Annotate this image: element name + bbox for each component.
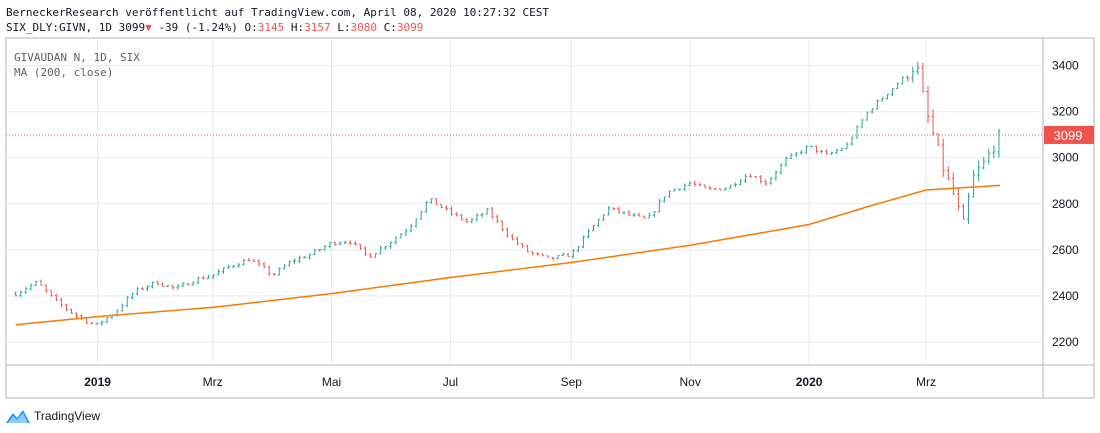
y-tick-label: 2800	[1052, 197, 1079, 211]
symbol-line: SIX_DLY:GIVN, 1D 3099▼ -39 (-1.24%) O:31…	[6, 21, 423, 35]
y-tick-label: 3400	[1052, 59, 1079, 73]
y-tick-label: 2200	[1052, 335, 1079, 349]
high-value: 3157	[304, 21, 331, 34]
high-label: H:	[290, 21, 305, 34]
x-tick-label: Sep	[561, 375, 583, 389]
low-label: L:	[337, 21, 351, 34]
tradingview-logo-icon	[6, 410, 30, 423]
last-price: 3099	[118, 21, 146, 34]
y-tick-label: 3000	[1052, 151, 1079, 165]
x-tick-label: Nov	[680, 375, 701, 389]
tradingview-brand[interactable]: TradingView	[6, 407, 100, 425]
x-tick-label: Mrz	[203, 375, 223, 389]
price-bars	[14, 61, 1001, 326]
down-triangle-icon: ▼	[145, 21, 152, 34]
x-tick-label: 2019	[84, 375, 111, 389]
x-tick-label: Jul	[443, 375, 458, 389]
y-tick-label: 3200	[1052, 105, 1079, 119]
close-label: C:	[383, 21, 397, 34]
plot-frame	[5, 37, 1044, 399]
close-value: 3099	[396, 21, 424, 34]
open-value: 3145	[257, 21, 285, 34]
publisher-line: BerneckerResearch veröffentlicht auf Tra…	[6, 6, 550, 19]
last-price-label: 3099	[1054, 128, 1083, 143]
ma-200-line	[15, 184, 1001, 326]
open-label: O:	[244, 21, 258, 34]
instrument-legend: GIVAUDAN N, 1D, SIX	[14, 51, 140, 64]
x-tick-label: Mrz	[916, 375, 936, 389]
indicator-legend: MA (200, close)	[14, 66, 114, 79]
last-price-badge	[1044, 125, 1094, 144]
y-tick-label: 2600	[1052, 243, 1079, 257]
x-tick-label: 2020	[796, 375, 823, 389]
brand-name: TradingView	[34, 409, 101, 423]
x-tick-label: Mai	[322, 375, 341, 389]
low-value: 3080	[350, 21, 377, 34]
symbol-name[interactable]: SIX_DLY:GIVN, 1D	[6, 21, 112, 34]
price-change: -39 (-1.24%)	[158, 21, 238, 34]
y-tick-label: 2400	[1052, 289, 1079, 303]
